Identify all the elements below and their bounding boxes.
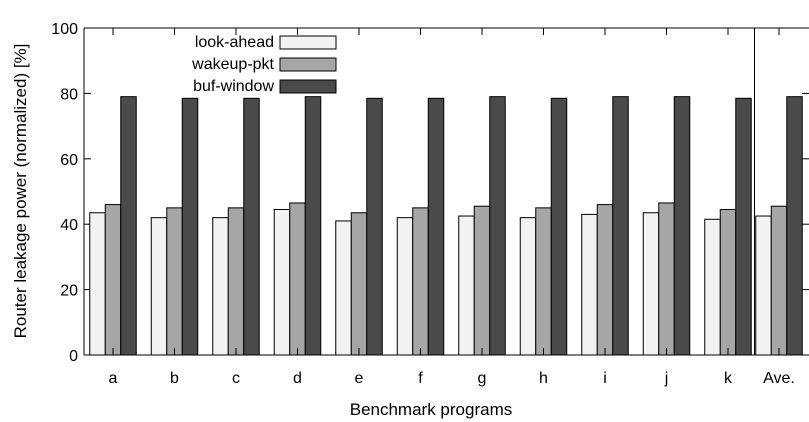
legend-swatch (279, 79, 337, 94)
x-axis-label: Benchmark programs (350, 400, 513, 419)
x-tick-label: e (355, 370, 364, 387)
y-axis-label: Router leakage power (normalized) [%] (11, 44, 30, 339)
x-tick-label: a (109, 370, 118, 387)
x-tick-label: f (418, 370, 423, 387)
bar (786, 96, 803, 356)
bar (473, 205, 491, 356)
bar (519, 217, 537, 356)
x-tick-label: g (478, 370, 487, 387)
bar (366, 97, 383, 356)
bar (704, 218, 721, 356)
bar (596, 204, 614, 356)
bar (755, 215, 772, 356)
bar (227, 207, 245, 356)
y-tick-label: 40 (60, 217, 78, 234)
bar (181, 97, 199, 356)
legend-swatch (279, 57, 337, 72)
bar (658, 202, 675, 356)
bar (212, 217, 229, 356)
bar (89, 212, 106, 356)
bar (104, 204, 122, 356)
bar (120, 96, 137, 356)
y-tick-label: 20 (60, 283, 78, 300)
x-tick-label: h (539, 370, 548, 387)
bar (243, 97, 260, 356)
y-tick-label: 60 (60, 152, 78, 169)
bar (289, 202, 306, 356)
bar (335, 220, 352, 356)
x-tick-label: j (664, 370, 669, 387)
x-tick-label: i (603, 370, 607, 387)
bar (719, 208, 737, 356)
x-tick-label: c (232, 370, 240, 387)
bar (770, 205, 788, 356)
bar (550, 97, 568, 356)
bar (304, 96, 322, 356)
y-tick-label: 100 (51, 21, 78, 38)
y-tick-label: 0 (69, 348, 78, 365)
bar (166, 207, 183, 356)
bar (273, 208, 291, 356)
bar (642, 212, 660, 356)
bar (458, 215, 475, 356)
bar (350, 212, 368, 356)
bar (581, 213, 598, 356)
x-tick-label: k (724, 370, 733, 387)
bar (735, 97, 752, 356)
legend-swatch (279, 35, 337, 50)
bar (612, 96, 629, 356)
bar (535, 207, 552, 356)
x-tick-label: b (170, 370, 179, 387)
bar (673, 96, 691, 356)
x-tick-label: Ave. (763, 370, 795, 387)
bar (427, 97, 445, 356)
legend-label: wakeup-pkt (191, 56, 274, 73)
bar (396, 217, 414, 356)
legend-label: buf-window (193, 78, 274, 95)
bar (412, 207, 429, 356)
bar (489, 96, 506, 356)
x-tick-label: d (293, 370, 302, 387)
y-tick-label: 80 (60, 86, 78, 103)
legend-label: look-ahead (195, 34, 274, 51)
bar (150, 217, 168, 356)
